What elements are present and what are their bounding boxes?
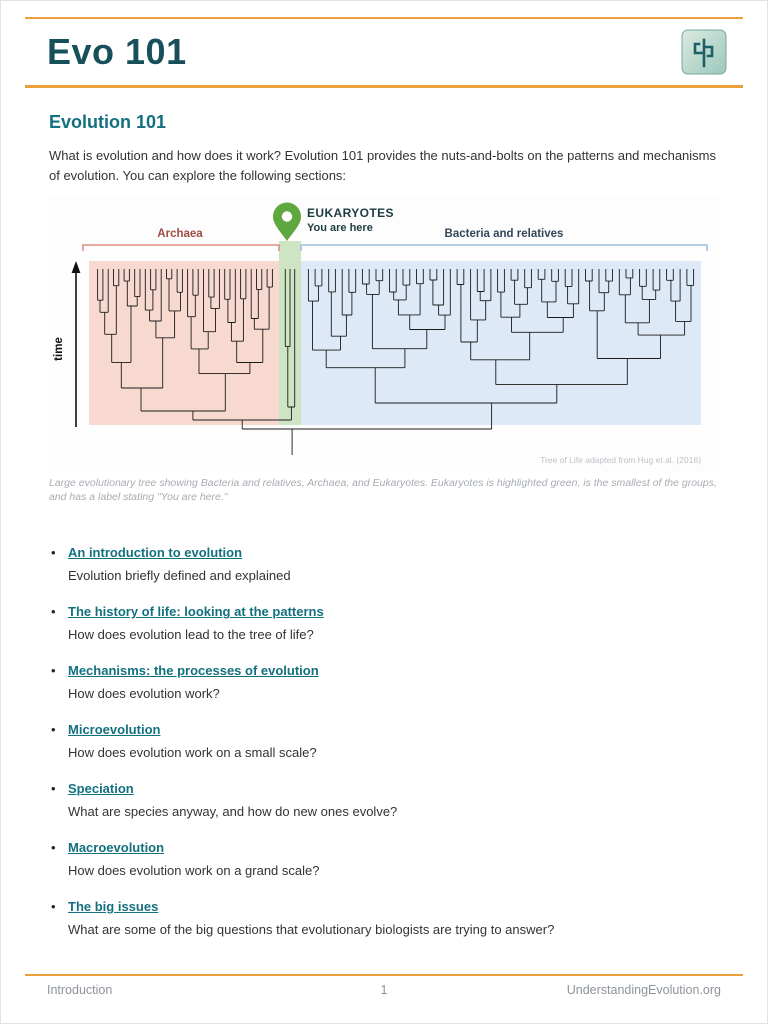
section-description: How does evolution lead to the tree of l… [68,627,314,643]
section-link[interactable]: Macroevolution [68,840,165,856]
section-list-item: The history of life: looking at the patt… [49,603,719,643]
section-list-item: An introduction to evolution Evolution b… [49,544,719,584]
section-list-item: Mechanisms: the processes of evolution H… [49,662,719,702]
section-list-item: Speciation What are species anyway, and … [49,780,719,820]
tree-of-life-diagram: Archaea Bacteria and relatives EUKARYOTE… [49,197,721,472]
footer-section-name: Introduction [47,983,113,997]
doc-title: Evo 101 [47,31,187,72]
you-are-here-label: You are here [307,222,373,234]
section-link[interactable]: The history of life: looking at the patt… [68,604,324,620]
section-list-item: Microevolution How does evolution work o… [49,721,719,761]
masthead: Evo 101 [1,29,767,75]
section-list: An introduction to evolution Evolution b… [49,544,719,938]
time-axis-label: time [53,337,65,361]
section-description: How does evolution work on a grand scale… [68,863,320,879]
page-footer: Introduction 1 UnderstandingEvolution.or… [25,974,743,997]
section-list-item: Macroevolution How does evolution work o… [49,839,719,879]
top-divider [25,17,743,19]
archaea-label: Archaea [157,228,203,240]
tree-annotations [71,202,708,427]
title-divider [25,85,743,88]
tree-logo-graphic [681,29,727,75]
section-description: How does evolution work on a small scale… [68,745,317,761]
page-heading: Evolution 101 [49,112,167,132]
section-description: Evolution briefly defined and explained [68,568,291,584]
figure-alt-caption: Large evolutionary tree showing Bacteria… [49,477,717,504]
tree-regions [89,241,701,425]
tree-branches [97,269,695,455]
section-description: How does evolution work? [68,686,220,702]
section-link[interactable]: An introduction to evolution [68,545,243,561]
section-link[interactable]: Speciation [68,781,134,797]
section-link[interactable]: The big issues [68,899,159,915]
eukaryotes-label: EUKARYOTES [307,206,394,220]
bacteria-label: Bacteria and relatives [445,228,564,240]
section-link[interactable]: Mechanisms: the processes of evolution [68,663,319,679]
footer-page-number: 1 [380,983,388,997]
section-description: What are some of the big questions that … [68,922,555,938]
tree-logo-icon [681,29,727,75]
section-link[interactable]: Microevolution [68,722,161,738]
section-list-item: The big issues What are some of the big … [49,898,719,938]
intro-paragraph: What is evolution and how does it work? … [49,148,716,183]
figure-credit: Tree of Life adapted from Hug et al. (20… [540,455,701,465]
footer-divider [25,974,743,976]
section-description: What are species anyway, and how do new … [68,804,398,820]
tree-of-life-figure: Archaea Bacteria and relatives EUKARYOTE… [49,197,721,472]
footer-site-link[interactable]: UnderstandingEvolution.org [566,983,721,997]
